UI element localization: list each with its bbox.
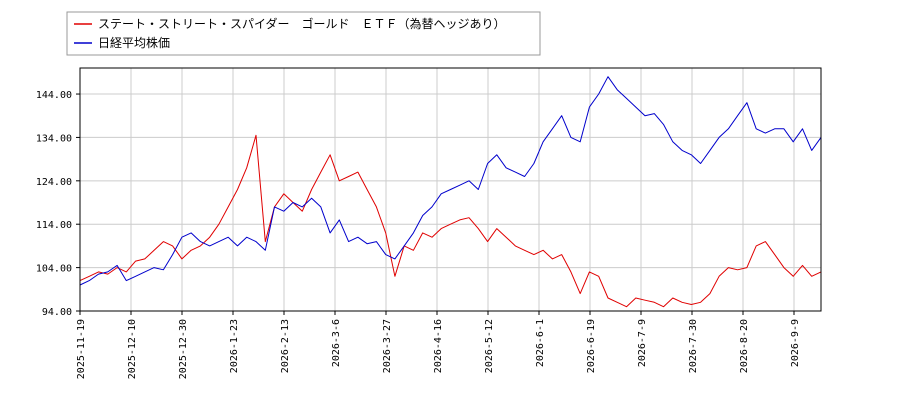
legend-label-nikkei: 日経平均株価 <box>98 35 170 50</box>
legend-box <box>66 11 541 56</box>
y-tick-label: 144.00 <box>36 90 72 101</box>
y-tick-label: 134.00 <box>36 133 72 144</box>
x-tick-label: 2026-1-23 <box>229 319 240 373</box>
x-tick-label: 2025-11-19 <box>76 319 87 379</box>
x-tick-label: 2026-6-1 <box>535 319 546 367</box>
y-tick-label: 94.00 <box>42 307 72 318</box>
x-tick-label: 2026-3-27 <box>382 319 393 373</box>
x-tick-label: 2026-6-19 <box>586 319 597 373</box>
x-tick-label: 2026-7-30 <box>688 319 699 373</box>
x-axis: 2025-11-19 2025-12-10 2025-12-30 2026-1-23 2… <box>76 311 801 379</box>
x-tick-label: 2025-12-10 <box>127 319 138 379</box>
y-tick-label: 104.00 <box>36 264 72 275</box>
x-tick-label: 2026-3-6 <box>331 319 342 367</box>
x-tick-label: 2026-8-20 <box>739 319 750 373</box>
legend: ステート・ストリート・スパイダー ゴールド ＥＴＦ（為替ヘッジあり） 日経平均株… <box>66 11 541 56</box>
x-tick-label: 2026-7-9 <box>637 319 648 367</box>
series-layer <box>79 76 822 308</box>
y-tick-label: 124.00 <box>36 177 72 188</box>
x-tick-label: 2025-12-30 <box>178 319 189 379</box>
legend-label-gold-etf: ステート・ストリート・スパイダー ゴールド ＥＴＦ（為替ヘッジあり） <box>98 16 506 31</box>
x-tick-label: 2026-2-13 <box>280 319 291 373</box>
y-tick-label: 114.00 <box>36 220 72 231</box>
y-axis: 94.00 104.00 114.00 124.00 134.00 144.00 <box>36 90 80 318</box>
x-tick-label: 2026-9-9 <box>790 319 801 367</box>
x-tick-label: 2026-5-12 <box>484 319 495 373</box>
series-line-nikkei <box>79 76 822 286</box>
x-tick-label: 2026-4-16 <box>433 319 444 373</box>
plot-border <box>79 67 822 312</box>
